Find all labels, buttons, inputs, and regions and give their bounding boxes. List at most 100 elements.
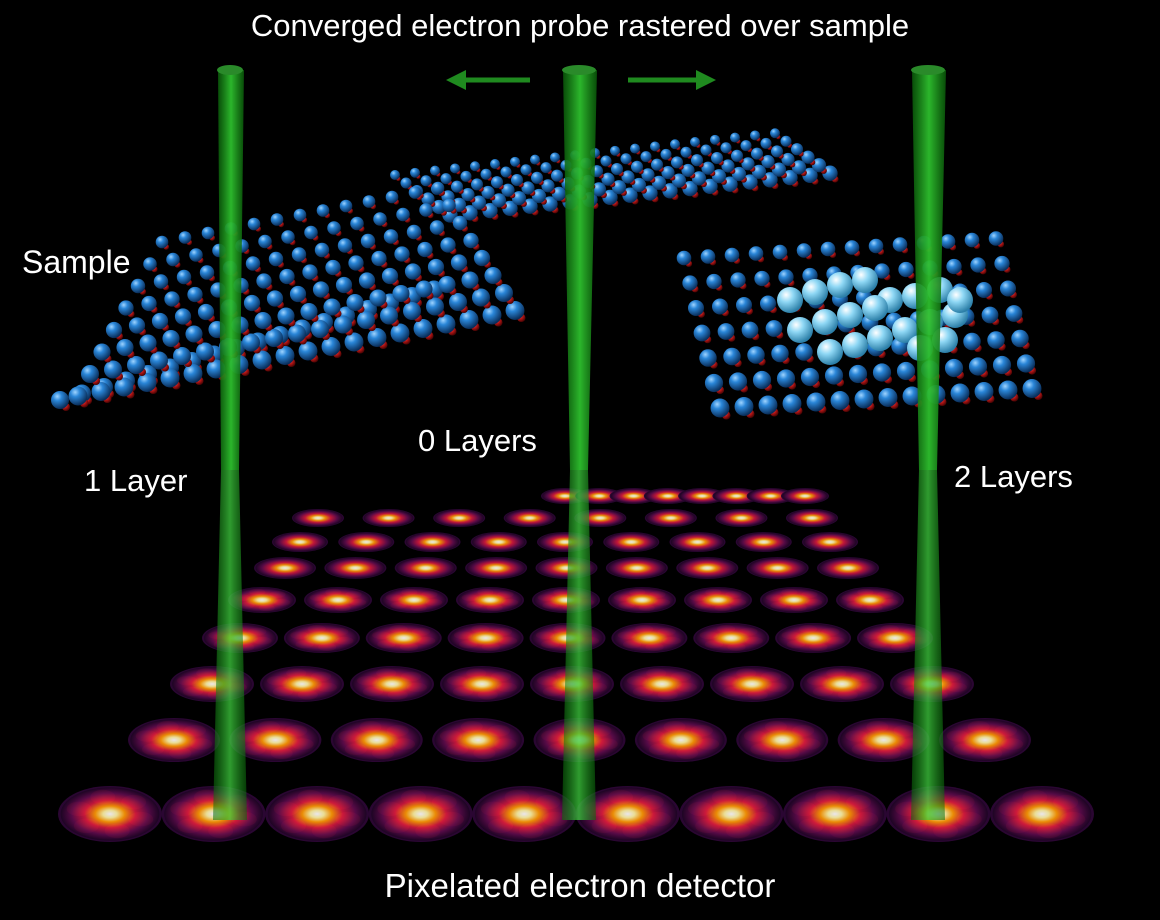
diffraction-pattern bbox=[283, 623, 360, 653]
atom-large bbox=[118, 300, 134, 316]
atom-large bbox=[461, 188, 475, 202]
atom-large bbox=[187, 286, 203, 303]
diffraction-pattern bbox=[338, 532, 395, 552]
atom-large bbox=[166, 252, 180, 267]
atom-large bbox=[650, 158, 664, 171]
atom-large bbox=[268, 251, 284, 267]
atom-large bbox=[902, 386, 922, 406]
atom-second-layer bbox=[852, 267, 878, 293]
atom-large bbox=[173, 347, 191, 365]
atom-large bbox=[735, 296, 753, 314]
atom-large bbox=[730, 272, 746, 288]
atom-large bbox=[758, 395, 778, 415]
atom-large bbox=[770, 128, 780, 139]
diffraction-pattern bbox=[746, 557, 809, 579]
atom-large bbox=[874, 263, 890, 279]
two-layers-label: 2 Layers bbox=[954, 459, 1073, 494]
atom-large bbox=[480, 168, 492, 180]
atom-large bbox=[950, 383, 970, 403]
atom-large bbox=[289, 285, 307, 303]
atom-large bbox=[801, 150, 815, 164]
atom-large bbox=[256, 273, 272, 289]
diffraction-pattern bbox=[634, 718, 727, 762]
atom-large bbox=[796, 243, 812, 258]
atom-large bbox=[473, 249, 491, 267]
atom-large bbox=[706, 273, 722, 290]
atom-large bbox=[670, 156, 684, 169]
sample-label: Sample bbox=[22, 244, 131, 280]
atom-large bbox=[730, 132, 740, 143]
diffraction-pattern bbox=[324, 557, 387, 579]
atom-second-layer bbox=[947, 287, 973, 313]
atom-large bbox=[421, 192, 435, 206]
atom-large bbox=[327, 221, 341, 235]
atom-large bbox=[408, 186, 422, 199]
atom-large bbox=[438, 275, 456, 294]
diffraction-pattern bbox=[608, 587, 676, 613]
atom-large bbox=[116, 338, 134, 357]
atom-large bbox=[754, 270, 770, 287]
atom-large bbox=[440, 173, 452, 185]
zero-layers-label: 0 Layers bbox=[418, 423, 537, 458]
atom-large bbox=[772, 244, 788, 260]
atom-large bbox=[650, 141, 660, 152]
atom-large bbox=[350, 216, 364, 231]
atom-large bbox=[430, 165, 440, 176]
atom-large bbox=[281, 230, 295, 244]
diffraction-pattern bbox=[643, 488, 692, 504]
atom-large bbox=[415, 280, 433, 298]
diffraction-pattern bbox=[330, 718, 423, 762]
atom-large bbox=[896, 361, 916, 381]
atom-large bbox=[541, 179, 555, 193]
diffraction-pattern bbox=[939, 718, 1031, 762]
atom-large bbox=[690, 137, 700, 147]
atom-large bbox=[383, 229, 399, 244]
atom-large bbox=[661, 166, 675, 180]
atom-large bbox=[1016, 354, 1036, 373]
atom-large bbox=[751, 164, 767, 179]
atom-second-layer bbox=[812, 309, 838, 335]
diffraction-pattern bbox=[786, 509, 838, 527]
atom-large bbox=[750, 130, 760, 141]
diffraction-pattern bbox=[775, 623, 852, 653]
atom-large bbox=[800, 367, 820, 387]
diffraction-pattern bbox=[800, 666, 884, 702]
diffraction-pattern bbox=[712, 488, 761, 504]
atom-large bbox=[721, 159, 735, 173]
atom-large bbox=[81, 365, 99, 383]
atom-large bbox=[130, 278, 146, 294]
atom-large bbox=[463, 232, 479, 249]
atom-large bbox=[367, 328, 387, 347]
diffraction-pattern bbox=[836, 587, 904, 613]
diffraction-pattern bbox=[432, 718, 525, 762]
atom-large bbox=[620, 153, 632, 165]
atom-large bbox=[449, 293, 467, 311]
atom-large bbox=[601, 172, 615, 186]
atom-large bbox=[720, 142, 732, 154]
atom-large bbox=[265, 329, 283, 347]
atom-large bbox=[778, 269, 794, 285]
atom-large bbox=[291, 247, 307, 262]
atom-large bbox=[975, 281, 993, 299]
atom-large bbox=[940, 234, 956, 249]
atom-large bbox=[429, 220, 445, 235]
diffraction-pattern bbox=[260, 666, 344, 702]
atom-large bbox=[417, 241, 433, 258]
atom-large bbox=[660, 148, 672, 160]
atom-large bbox=[258, 234, 272, 249]
right-arrow-icon bbox=[628, 70, 716, 90]
atom-large bbox=[114, 377, 134, 397]
atom-large bbox=[139, 334, 157, 352]
atom-large bbox=[339, 199, 353, 213]
diffraction-pattern bbox=[990, 786, 1094, 842]
atom-large bbox=[385, 190, 399, 204]
atom-large bbox=[160, 368, 180, 388]
atom-large bbox=[358, 272, 376, 289]
diffraction-pattern bbox=[575, 786, 680, 842]
atom-large bbox=[335, 276, 353, 294]
atom-large bbox=[511, 191, 527, 206]
atom-large bbox=[490, 176, 504, 189]
atom-large bbox=[681, 163, 695, 177]
diffraction-pattern bbox=[470, 532, 527, 552]
atom-large bbox=[451, 197, 467, 212]
